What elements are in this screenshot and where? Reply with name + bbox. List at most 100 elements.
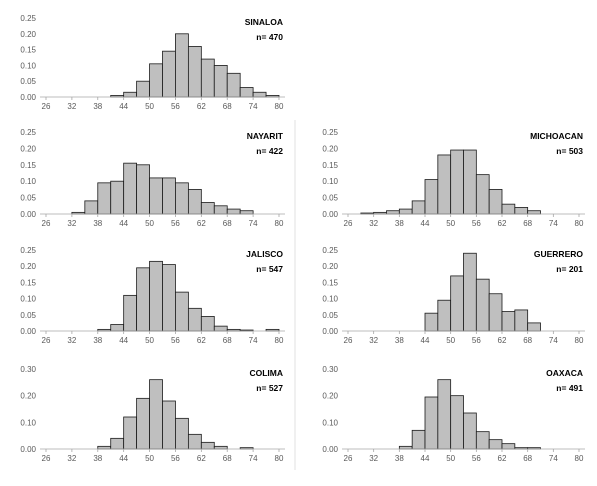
histogram-bar [187,307,202,332]
x-tick-label: 26 [42,454,51,463]
histogram-bar [136,80,150,98]
panel-michoacan: 0.00 0.05 0.10 0.15 0.20 0.25 26 32 38 44 50 56 62 68… [322,128,585,228]
y-tick-label: 0.00 [322,445,338,454]
histogram-bar [200,316,215,332]
histogram-bar [463,412,477,450]
y-tick-label: 0.05 [322,194,338,203]
y-tick-label: 0.30 [20,365,36,374]
x-tick-label: 62 [498,454,507,463]
histogram-bar [136,397,150,450]
y-tick-label: 0.25 [20,246,36,255]
y-tick-label: 0.25 [20,14,36,23]
y-tick-label: 0.15 [322,161,338,170]
y-tick-label: 0.00 [322,327,338,336]
histogram-bar [437,299,452,332]
histogram-bar [424,179,439,215]
x-tick-label: 26 [344,219,353,228]
sample-size-label: n= 491 [556,383,583,393]
x-tick-label: 80 [575,336,584,345]
histogram-bar [437,379,452,450]
y-tick-label: 0.20 [322,262,338,271]
histogram-bar [200,202,215,215]
x-tick-label: 32 [67,102,76,111]
y-tick-label: 0.10 [322,418,338,427]
x-tick-label: 26 [344,454,353,463]
histogram-bar [213,205,228,215]
x-tick-label: 32 [67,336,76,345]
x-tick-label: 56 [472,454,481,463]
histogram-bar [149,63,163,98]
histogram-bar [187,188,202,215]
x-tick-label: 26 [42,219,51,228]
panel-title: COLIMA [249,368,283,378]
x-tick-label: 38 [395,454,404,463]
panel-nayarit: 0.00 0.05 0.10 0.15 0.20 0.25 26 32 38 44 50 56 62 68… [20,128,285,228]
x-tick-label: 68 [223,219,232,228]
x-tick-label: 26 [344,336,353,345]
x-tick-label: 44 [119,454,128,463]
x-tick-label: 44 [119,219,128,228]
y-tick-label: 0.05 [322,311,338,320]
histogram-bar [149,260,163,332]
histogram-bar [488,188,503,215]
x-tick-label: 68 [523,454,532,463]
x-tick-label: 74 [549,454,558,463]
histogram-bar [424,396,439,450]
x-tick-label: 38 [93,102,102,111]
x-tick-label: 32 [369,336,378,345]
x-tick-label: 74 [249,102,258,111]
x-tick-label: 50 [145,102,154,111]
histogram-bar [187,433,202,450]
y-tick-label: 0.20 [20,262,36,271]
x-tick-label: 74 [249,336,258,345]
x-tick-label: 62 [498,219,507,228]
x-tick-label: 38 [93,219,102,228]
y-tick-label: 0.20 [20,144,36,153]
x-tick-label: 44 [119,336,128,345]
x-tick-label: 62 [197,102,206,111]
x-tick-label: 38 [395,336,404,345]
histogram-bar [450,395,464,450]
y-tick-label: 0.10 [322,177,338,186]
panel-jalisco: 0.00 0.05 0.10 0.15 0.20 0.25 26 32 38 44 50 56 62 68… [20,246,285,345]
panel-sinaloa: 0.00 0.05 0.10 0.15 0.20 0.25 26 32 38 44 50 56 62 68… [20,14,285,111]
histogram-bar [110,180,125,215]
histogram-bar [386,210,400,215]
histogram-bar [213,65,228,98]
y-tick-label: 0.25 [20,128,36,137]
histogram-bar [239,210,254,215]
x-tick-label: 68 [223,102,232,111]
x-tick-label: 26 [42,102,51,111]
x-tick-label: 50 [446,336,455,345]
x-tick-label: 50 [145,219,154,228]
histogram-bar [187,46,202,98]
sample-size-label: n= 470 [256,32,283,42]
histogram-bar [175,182,189,215]
y-tick-label: 0.20 [322,144,338,153]
x-tick-label: 56 [472,336,481,345]
y-tick-label: 0.20 [322,392,338,401]
y-tick-label: 0.15 [20,161,36,170]
x-tick-label: 38 [93,336,102,345]
histogram-bar [527,210,541,215]
histogram-bar [514,207,529,215]
x-tick-label: 74 [549,219,558,228]
x-tick-label: 50 [446,219,455,228]
x-tick-label: 56 [171,102,180,111]
histogram-bar [162,177,176,215]
x-tick-label: 74 [249,219,258,228]
histogram-bar [136,267,150,332]
x-tick-label: 32 [67,219,76,228]
histogram-bar [463,252,477,332]
y-tick-label: 0.00 [20,93,36,102]
y-tick-label: 0.20 [20,392,36,401]
histogram-bar [527,322,541,332]
y-tick-label: 0.00 [322,210,338,219]
histogram-bar [213,325,228,332]
x-tick-label: 62 [197,336,206,345]
histogram-bar [501,443,516,450]
histogram-bar [110,324,125,332]
histogram-bar [239,87,254,98]
y-tick-label: 0.05 [20,311,36,320]
